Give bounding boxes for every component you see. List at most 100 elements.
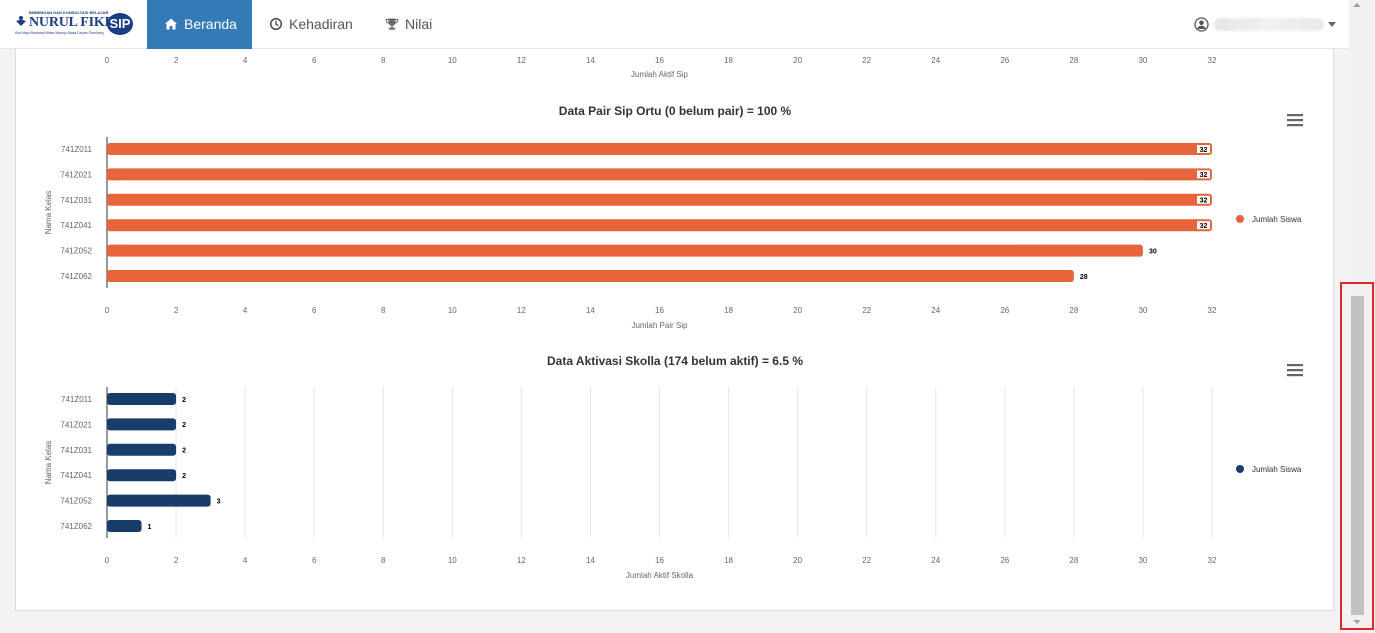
x-tick-label: 24 [931,306,940,315]
data-label: 3 [217,498,221,505]
x-axis-title: Jumlah Aktif Sip [631,70,688,79]
x-tick-label: 6 [312,56,317,65]
y-axis-title: Nama Kelas [44,191,53,235]
user-circle-icon [1194,17,1209,32]
y-axis-title: Nama Kelas [44,441,53,485]
y-tick-label: 741Z052 [60,247,92,256]
data-label-bg [1197,195,1210,204]
bar[interactable] [107,244,1143,257]
y-tick-label: 741Z021 [60,170,92,179]
scroll-down-arrow-icon[interactable] [1353,620,1361,624]
data-label: 2 [182,448,186,455]
data-label-bg [1197,221,1210,230]
scroll-up-arrow-icon[interactable] [1353,3,1361,7]
bar[interactable] [107,193,1212,206]
data-label: 2 [182,397,186,404]
chart-menu-bar[interactable] [1287,364,1303,367]
bar[interactable] [107,469,177,482]
bar[interactable] [107,143,1212,155]
x-tick-label: 26 [1000,306,1009,315]
x-tick-label: 26 [1000,556,1009,565]
x-tick-label: 16 [655,56,664,65]
x-tick-label: 22 [862,56,871,65]
data-label-bg [1197,170,1210,179]
x-tick-label: 24 [931,56,940,65]
bar[interactable] [107,168,1212,181]
nav-item-label: Nilai [405,16,433,32]
legend-label: Jumlah Siswa [1252,465,1302,474]
y-tick-label: 741Z031 [60,446,92,455]
chart-menu-bar[interactable] [1287,114,1303,117]
chart-menu-bar[interactable] [1287,124,1303,127]
x-tick-label: 2 [174,306,179,315]
legend-label: Jumlah Siswa [1252,215,1302,224]
x-tick-label: 4 [243,56,248,65]
bar[interactable] [107,494,211,507]
x-tick-label: 12 [517,556,526,565]
x-tick-label: 4 [243,306,248,315]
x-tick-label: 32 [1208,556,1217,565]
user-menu[interactable] [1194,16,1336,34]
x-tick-label: 20 [793,556,802,565]
x-tick-label: 2 [174,556,179,565]
app-logo[interactable]: BIMBINGAN DAN KONSULTASI BELAJAR NURUL F… [15,10,133,40]
trophy-icon [385,18,399,30]
x-tick-label: 22 [862,306,871,315]
x-tick-label: 26 [1000,56,1009,65]
x-tick-label: 12 [517,306,526,315]
x-tick-label: 30 [1138,56,1147,65]
bar[interactable] [107,393,177,405]
legend-marker[interactable] [1236,465,1244,473]
user-name-redacted [1214,18,1324,31]
x-tick-label: 16 [655,306,664,315]
bar[interactable] [107,443,177,456]
x-tick-label: 30 [1138,306,1147,315]
y-tick-label: 741Z031 [60,196,92,205]
content-panel [15,48,1334,611]
bar[interactable] [107,219,1212,232]
x-axis-title: Jumlah Aktif Skolla [626,571,694,580]
caret-down-icon[interactable] [1328,22,1336,27]
chart-title: Data Aktivasi Skolla (174 belum aktif) =… [547,354,803,368]
y-tick-label: 741Z062 [60,272,92,281]
x-tick-label: 18 [724,556,733,565]
scrollbar-thumb[interactable] [1351,296,1364,615]
x-tick-label: 30 [1138,556,1147,565]
clock-icon [269,17,283,31]
x-tick-label: 14 [586,556,595,565]
x-tick-label: 18 [724,306,733,315]
x-tick-label: 12 [517,56,526,65]
nav-item-nilai[interactable]: Nilai [385,0,432,49]
page-scrollbar[interactable] [1349,0,1375,633]
home-icon [165,18,177,30]
nav-item-kehadiran[interactable]: Kehadiran [269,0,353,49]
legend-marker[interactable] [1236,215,1244,223]
data-label: 2 [182,473,186,480]
y-tick-label: 741Z062 [60,522,92,531]
bar[interactable] [107,520,142,532]
chart-title: Data Pair Sip Ortu (0 belum pair) = 100 … [559,104,792,118]
chart-menu-bar[interactable] [1287,369,1303,372]
data-label: 1 [148,524,152,531]
x-tick-label: 24 [931,556,940,565]
data-label: 28 [1080,274,1088,281]
x-tick-label: 32 [1208,56,1217,65]
x-tick-label: 0 [105,306,110,315]
bar[interactable] [107,418,177,431]
bar[interactable] [107,270,1074,282]
nav-item-beranda[interactable]: Beranda [147,0,252,49]
chart-menu-bar[interactable] [1287,374,1303,377]
x-tick-label: 28 [1069,56,1078,65]
logo-small-text: BIMBINGAN DAN KONSULTASI BELAJAR [29,10,109,15]
y-tick-label: 741Z011 [61,145,93,154]
x-tick-label: 22 [862,556,871,565]
x-tick-label: 8 [381,556,386,565]
data-label-bg [1197,145,1210,153]
x-tick-label: 14 [586,56,595,65]
nav-item-label: Kehadiran [289,16,353,32]
y-tick-label: 741Z011 [61,395,93,404]
chart-menu-bar[interactable] [1287,119,1303,122]
nav-item-label: Beranda [184,16,237,32]
data-label: 32 [1200,147,1208,154]
data-label: 32 [1200,223,1208,230]
